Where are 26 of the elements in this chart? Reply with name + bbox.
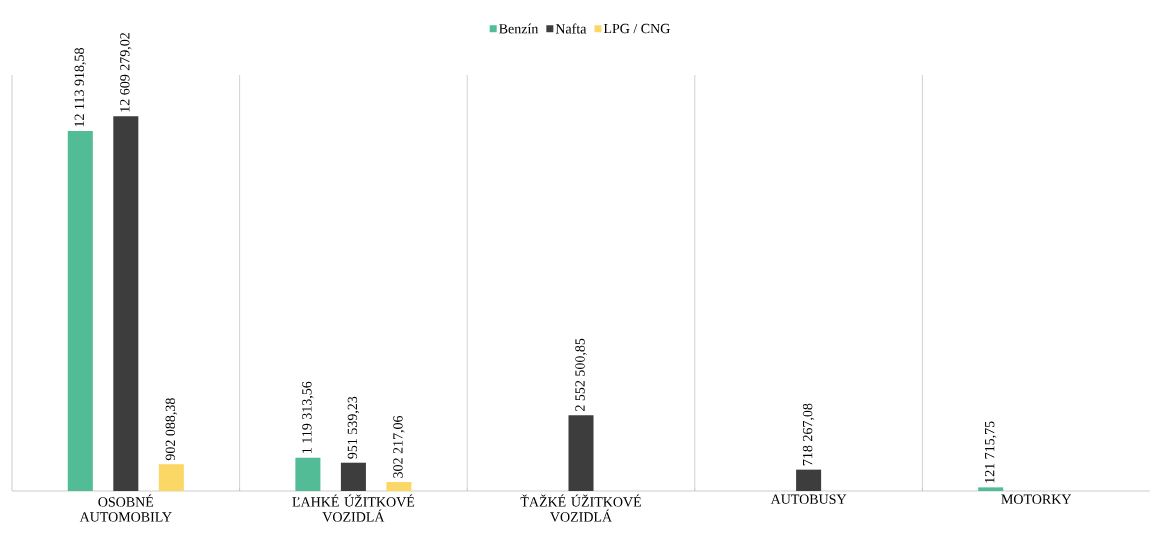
legend-label: Nafta [555,23,587,34]
x-tick-label: ŤAŽKÉ ÚŽITKOVÉ VOZIDLÁ [520,494,641,522]
data-label: 902 088,38 [165,398,178,461]
legend-label: LPG / CNG [603,23,670,34]
bar [113,116,139,491]
data-label: 1 119 313,56 [302,381,314,453]
data-label: 2 552 500,85 [575,338,587,411]
bar [67,131,93,491]
data-label: 302 217,06 [393,415,405,478]
data-label: 718 267,08 [802,403,815,466]
data-label: 12 609 279,02 [120,33,132,112]
data-label: 951 539,23 [347,396,360,459]
x-tick-label: OSOBNÉ AUTOMOBILY [79,494,172,522]
bar [568,415,594,491]
bar [340,462,366,491]
bar [158,464,184,491]
bar [796,469,822,491]
x-tick-label: ĽAHKÉ ÚŽITKOVÉ VOZIDLÁ [292,494,415,522]
data-label: 12 113 918,58 [74,48,87,127]
x-tick-label: MOTORKY [1001,494,1072,504]
bar [295,457,321,491]
legend-label: Benzín [499,23,539,34]
bar [386,482,412,491]
x-tick-label: AUTOBUSY [770,494,847,504]
bar [978,487,1004,491]
data-label: 121 715,75 [984,421,997,483]
